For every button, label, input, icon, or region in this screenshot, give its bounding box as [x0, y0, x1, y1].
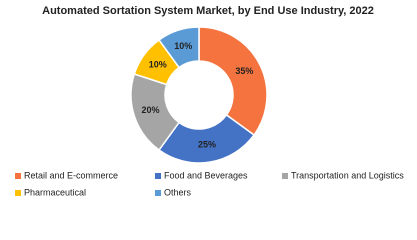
chart-title: Automated Sortation System Market, by En… — [42, 5, 374, 17]
legend-label: Food and Beverages — [164, 170, 248, 180]
chart: Automated Sortation System Market, by En… — [15, 5, 404, 197]
donut-slice — [157, 26, 200, 69]
legend-label: Others — [164, 187, 192, 197]
data-label: 35% — [235, 66, 253, 76]
legend-swatch — [155, 173, 161, 179]
legend-swatch — [282, 173, 288, 179]
data-label: 25% — [198, 140, 216, 150]
legend-swatch — [155, 190, 161, 196]
legend-swatch — [15, 173, 21, 179]
data-label: 20% — [141, 105, 159, 115]
data-label: 10% — [149, 59, 167, 69]
legend-label: Retail and E-commerce — [24, 170, 118, 180]
donut-slice — [198, 26, 268, 137]
donut-slice — [157, 113, 256, 164]
data-label: 10% — [174, 41, 192, 51]
legend-label: Transportation and Logistics — [291, 170, 404, 180]
legend-swatch — [15, 190, 21, 196]
legend-label: Pharmaceutical — [24, 187, 86, 197]
